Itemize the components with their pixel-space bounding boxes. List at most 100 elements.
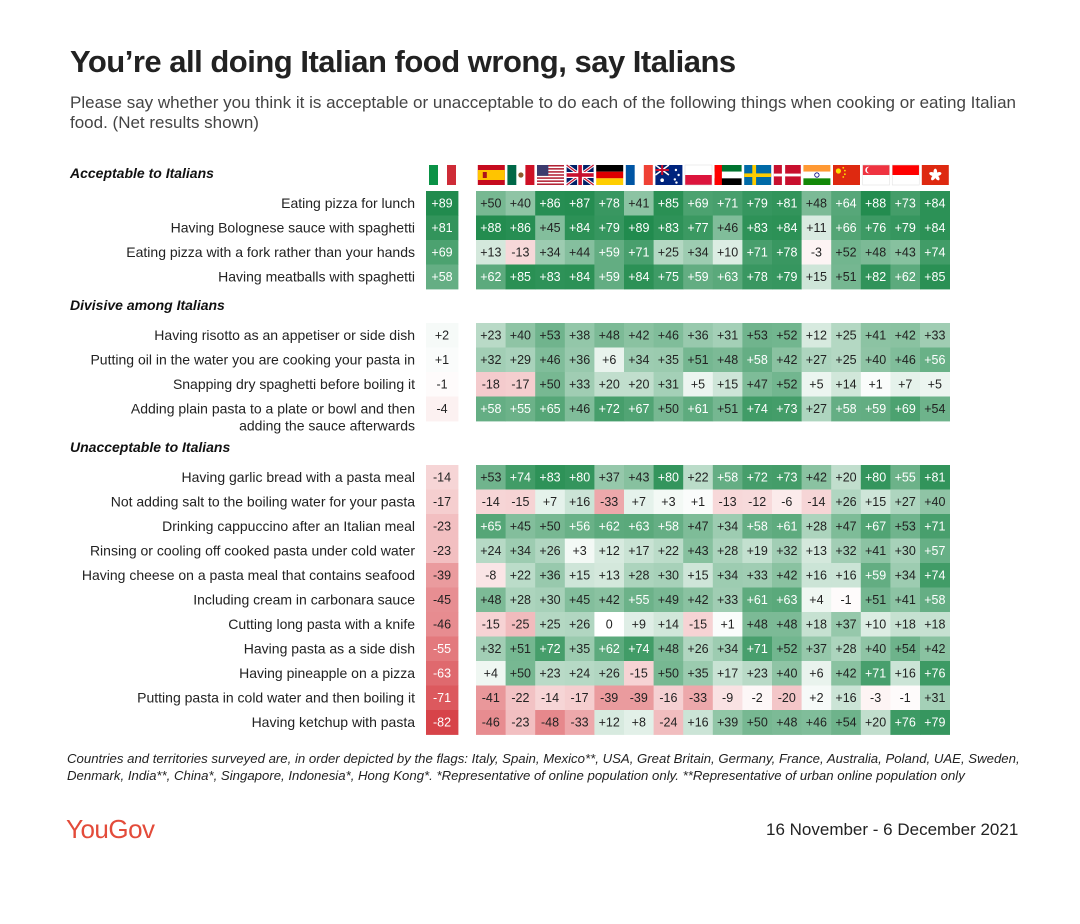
cell-value-label: +49: [658, 593, 679, 607]
heatmap-cell: [535, 710, 566, 735]
heatmap-cell: [535, 636, 566, 662]
cell-value-label: -55: [433, 642, 451, 656]
cell-value-label: +33: [717, 593, 738, 607]
heatmap-cell: [653, 710, 684, 735]
heatmap-cell: [772, 396, 802, 422]
cell-value-label: +71: [865, 667, 886, 681]
heatmap-cell: [890, 489, 921, 515]
heatmap-cell: [564, 710, 595, 735]
cell-value-label: +4: [484, 667, 498, 681]
cell-value-label: +52: [835, 246, 856, 260]
heatmap-cell: [860, 661, 891, 686]
heatmap-cell: [831, 538, 862, 564]
cell-value-label: +25: [835, 329, 856, 343]
heatmap-cell: [426, 215, 459, 241]
heatmap-cell: [426, 636, 459, 662]
heatmap-cell: [890, 215, 921, 241]
heatmap-cell: [683, 636, 714, 662]
cell-value-label: +79: [776, 270, 797, 284]
cell-value-label: -15: [630, 667, 648, 681]
cell-value-label: +84: [924, 197, 945, 211]
heatmap-cell: [772, 636, 802, 662]
heatmap-cell: [624, 323, 654, 348]
cell-value-label: +72: [539, 642, 560, 656]
heatmap-cell: [772, 661, 802, 686]
heatmap-cell: [920, 264, 950, 290]
heatmap-cell: [535, 661, 566, 686]
heatmap-cell: [535, 563, 566, 588]
cell-value-label: +63: [717, 270, 738, 284]
cell-value-label: +54: [924, 402, 945, 416]
heatmap-cell: [535, 240, 566, 265]
heatmap-cell: [890, 710, 921, 735]
cell-value-label: +15: [865, 495, 886, 509]
heatmap-cell: [426, 465, 459, 490]
cell-value-label: +52: [776, 642, 797, 656]
cell-value-label: +74: [924, 569, 945, 583]
cell-value-label: +59: [687, 270, 708, 284]
cell-value-label: +17: [628, 544, 649, 558]
heatmap-cell: [426, 514, 459, 539]
cell-value-label: +15: [717, 378, 738, 392]
cell-value-label: +46: [539, 353, 560, 367]
cell-value-label: +73: [776, 471, 797, 485]
row-label: Rinsing or cooling off cooked pasta unde…: [90, 543, 415, 559]
heatmap-cell: [505, 661, 536, 686]
cell-value-label: -23: [511, 716, 529, 730]
cell-value-label: +5: [691, 378, 705, 392]
cell-value-label: -23: [433, 544, 451, 558]
cell-value-label: +24: [569, 667, 590, 681]
cell-value-label: +84: [924, 221, 945, 235]
cell-value-label: +35: [569, 642, 590, 656]
heatmap-cell: [831, 465, 862, 490]
cell-value-label: -39: [600, 691, 618, 705]
heatmap-cell: [653, 636, 684, 662]
cell-value-label: -46: [482, 716, 500, 730]
cell-value-label: +4: [809, 593, 823, 607]
cell-value-label: +48: [480, 593, 501, 607]
heatmap-cell: [653, 347, 684, 373]
cell-value-label: +42: [895, 329, 916, 343]
cell-value-label: -39: [630, 691, 648, 705]
cell-value-label: +88: [480, 221, 501, 235]
heatmap-cell: [712, 612, 743, 637]
heatmap-cell: [683, 323, 714, 348]
heatmap-cell: [742, 264, 773, 290]
heatmap-cell: [594, 372, 625, 397]
cell-value-label: +50: [747, 716, 768, 730]
cell-value-label: +54: [895, 642, 916, 656]
cell-value-label: +83: [658, 221, 679, 235]
cell-value-label: -39: [433, 569, 451, 583]
heatmap-cell: [535, 489, 566, 515]
cell-value-label: +61: [687, 402, 708, 416]
cell-value-label: -23: [433, 520, 451, 534]
cell-value-label: +66: [835, 221, 856, 235]
cell-value-label: +27: [806, 402, 827, 416]
heatmap-cell: [801, 661, 832, 686]
row-label: Adding plain pasta to a plate or bowl an…: [131, 401, 415, 417]
heatmap-cell: [831, 563, 862, 588]
row-label: Drinking cappuccino after an Italian mea…: [162, 518, 415, 534]
heatmap-cell: [624, 372, 654, 397]
cell-value-label: +26: [599, 667, 620, 681]
cell-value-label: +5: [809, 378, 823, 392]
heatmap-cell: [712, 465, 743, 490]
cell-value-label: -14: [433, 471, 451, 485]
cell-value-label: +78: [776, 246, 797, 260]
heatmap-cell: [801, 612, 832, 637]
cell-value-label: +15: [687, 569, 708, 583]
heatmap-cell: [476, 215, 506, 241]
cell-value-label: +51: [687, 353, 708, 367]
row-label: Having garlic bread with a pasta meal: [182, 469, 415, 485]
cell-value-label: +40: [924, 495, 945, 509]
cell-value-label: +58: [480, 402, 501, 416]
heatmap-cell: [683, 372, 714, 397]
heatmap-cell: [476, 710, 506, 735]
heatmap-cell: [564, 323, 595, 348]
cell-value-label: +73: [895, 197, 916, 211]
cell-value-label: +13: [480, 246, 501, 260]
cell-value-label: +40: [510, 197, 531, 211]
cell-value-label: +1: [868, 378, 882, 392]
cell-value-label: +23: [480, 329, 501, 343]
cell-value-label: +54: [835, 716, 856, 730]
